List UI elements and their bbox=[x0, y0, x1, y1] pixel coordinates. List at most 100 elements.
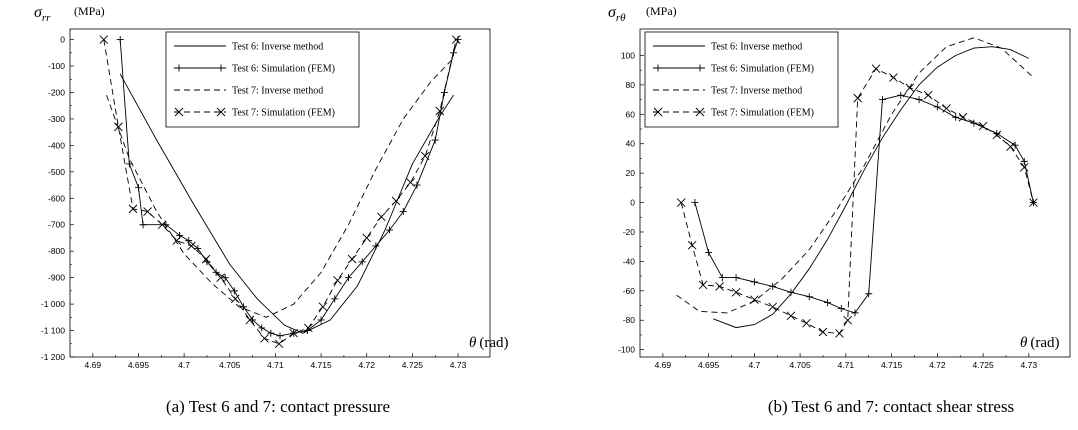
panel-b-series-2-point bbox=[851, 309, 859, 317]
panel-b-x-tick-label: 4.71 bbox=[838, 360, 855, 370]
panel-a-y-axis-label: σrr bbox=[34, 4, 51, 24]
panel-b-series-4-point bbox=[958, 112, 968, 122]
panel-a-series-4-point bbox=[114, 122, 123, 132]
panel-b-series-2-point bbox=[878, 96, 886, 104]
panel-a-legend-label-3: Test 7: Inverse method bbox=[232, 86, 323, 97]
panel-b-series-2-point bbox=[993, 129, 1001, 137]
panel-a-y-axis-unit: (MPa) bbox=[74, 4, 105, 18]
panel-a-legend-marker bbox=[175, 64, 183, 72]
panel-b-series-2-line bbox=[694, 94, 1034, 314]
panel-b-legend-marker bbox=[653, 107, 663, 117]
panel-a-series-2-point bbox=[344, 274, 352, 282]
panel-a-x-tick-label: 4.71 bbox=[267, 360, 284, 370]
panel-a-series-4-point bbox=[420, 151, 430, 161]
panel-a-y-tick-label: -1 000 bbox=[41, 299, 65, 309]
panel-a-series-4-point bbox=[451, 35, 461, 44]
panel-a-series-4-point bbox=[157, 220, 167, 230]
panel-a-legend-label-2: Test 6: Simulation (FEM) bbox=[232, 64, 335, 75]
panel-b-series-4-point bbox=[871, 64, 881, 74]
panel-b-series-4-point bbox=[687, 240, 697, 250]
panel-b-y-tick-label: -20 bbox=[623, 227, 636, 237]
panel-a-series-4-point bbox=[187, 241, 196, 251]
panel-a-x-tick-label: 4.725 bbox=[402, 360, 424, 370]
panel-b-legend-label-2: Test 6: Simulation (FEM) bbox=[711, 64, 814, 75]
panel-a-series-2-point bbox=[358, 258, 366, 266]
panel-a-caption: (a) Test 6 and 7: contact pressure bbox=[166, 397, 390, 416]
panel-a-series-2-point bbox=[230, 287, 238, 295]
panel-a-contact-pressure: σrr (MPa) θ (rad) (a) Test 6 and 7: conta… bbox=[34, 4, 509, 416]
panel-a-x-tick-label: 4.715 bbox=[310, 360, 332, 370]
panel-b-legend-box bbox=[644, 31, 839, 128]
panel-a-series-2-point bbox=[449, 49, 457, 57]
panel-a-series-2-point bbox=[139, 221, 147, 229]
panel-a-series-4-point bbox=[201, 254, 211, 264]
panel-b-legend-label-1: Test 6: Inverse method bbox=[711, 42, 802, 53]
panel-a-series-2-point bbox=[162, 221, 170, 229]
panel-b-series-4-point bbox=[1019, 162, 1029, 172]
panel-a-series-2-point bbox=[431, 136, 439, 144]
panel-a-series-2-point bbox=[267, 329, 275, 337]
panel-b-series-2-point bbox=[769, 282, 777, 290]
panel-b-series-2-point bbox=[915, 96, 923, 104]
panel-a-series-2-point bbox=[221, 274, 229, 282]
panel-b-series-2-point bbox=[970, 119, 978, 127]
panel-a-series-4-point bbox=[230, 294, 240, 304]
panel-a-series-2-point bbox=[399, 208, 407, 216]
panel-b-series-4-point bbox=[802, 318, 811, 328]
panel-b-series-2-point bbox=[1011, 141, 1019, 149]
panel-a-y-tick-label: -1 100 bbox=[41, 326, 65, 336]
panel-b-series-2-point bbox=[933, 103, 941, 111]
panel-a-y-tick-label: -900 bbox=[48, 273, 65, 283]
panel-b-series-2-point bbox=[732, 274, 740, 282]
panel-b-legend: Test 6: Inverse method Test 6: Simulation… bbox=[644, 31, 839, 128]
panel-b-series-2-point bbox=[1020, 157, 1028, 165]
panel-b-series-2-point bbox=[837, 304, 845, 312]
panel-b-x-tick-label: 4.695 bbox=[698, 360, 720, 370]
panel-b-series-4-point bbox=[750, 295, 759, 304]
panel-b-y-tick-label: 0 bbox=[630, 198, 635, 208]
panel-b-y-tick-label: 60 bbox=[626, 109, 636, 119]
panel-a-series-4-point bbox=[362, 233, 372, 243]
panel-b-series-4-point bbox=[1006, 142, 1015, 151]
panel-a-y-tick-label: -300 bbox=[48, 114, 65, 124]
panel-a-series-4-point bbox=[435, 106, 445, 116]
panel-a-y-tick-label: -400 bbox=[48, 140, 65, 150]
panel-a-series-4-point bbox=[318, 302, 328, 312]
panel-b-series-4-point bbox=[835, 329, 844, 338]
panel-b-series-4-point bbox=[853, 93, 863, 103]
panel-b-series-2-point bbox=[691, 199, 699, 207]
panel-b-series-1-line bbox=[713, 46, 1029, 329]
panel-a-x-tick-label: 4.69 bbox=[85, 360, 102, 370]
panel-b-series-4-point bbox=[698, 280, 708, 290]
panel-a-series-4-point bbox=[260, 334, 269, 343]
panel-a-x-tick-label: 4.73 bbox=[450, 360, 467, 370]
panel-a-series-4-point bbox=[99, 35, 109, 44]
panel-a-series-4-point bbox=[245, 315, 255, 325]
panel-b-y-tick-label: 40 bbox=[626, 139, 636, 149]
panel-b-series-4-point bbox=[992, 130, 1002, 140]
panel-a-series-4-point bbox=[216, 273, 225, 282]
panel-b-y-tick-label: -60 bbox=[623, 286, 636, 296]
panel-a-y-tick-label: -500 bbox=[48, 167, 65, 177]
panel-b-y-tick-label: -80 bbox=[623, 315, 636, 325]
panel-a-x-tick-label: 4.695 bbox=[128, 360, 150, 370]
panel-a-x-tick-label: 4.705 bbox=[219, 360, 241, 370]
panel-a-series-2-point bbox=[317, 316, 325, 324]
panel-a-x-axis-label: θ (rad) bbox=[469, 335, 509, 351]
panel-b-legend-label-3: Test 7: Inverse method bbox=[711, 86, 802, 97]
panel-a-series-1-line bbox=[119, 73, 454, 334]
panel-b-series-4-point bbox=[1029, 198, 1038, 207]
panel-b-series-2-point bbox=[952, 113, 960, 121]
panel-b-series-4-point bbox=[889, 73, 898, 82]
panel-a-series-4-point bbox=[143, 207, 152, 216]
panel-b-series-4-point bbox=[768, 302, 777, 312]
panel-b-x-axis-label: θ (rad) bbox=[1020, 335, 1060, 351]
panel-b-legend-marker bbox=[695, 107, 705, 117]
panel-a-series-2-point bbox=[386, 226, 394, 234]
panel-b-series-2-point bbox=[787, 288, 795, 296]
panel-a-series-2-point bbox=[331, 295, 339, 303]
panel-a-plot-frame bbox=[69, 28, 491, 358]
panel-b-series-2-point bbox=[897, 91, 905, 99]
